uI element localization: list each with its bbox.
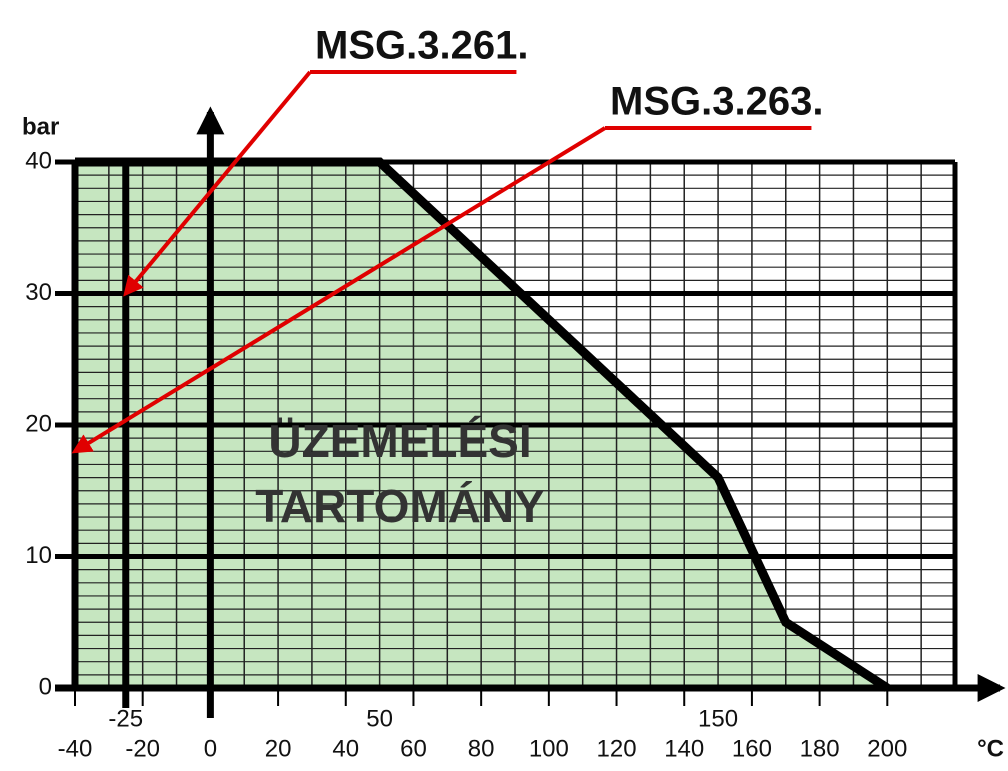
y-tick-label: 30 [25, 279, 52, 306]
x-tick-label: 140 [664, 735, 704, 762]
y-axis-label: bar [22, 113, 59, 140]
x-tick-label: 200 [867, 735, 907, 762]
x-tick-label: 100 [529, 735, 569, 762]
x-tick-label: 20 [265, 735, 292, 762]
boundary-line [75, 157, 890, 692]
x-tick-label: 160 [732, 735, 772, 762]
marked-x-tick-label: 50 [366, 705, 393, 732]
x-tick-label: 60 [400, 735, 427, 762]
x-axis-label: °C [977, 735, 1004, 762]
marked-x-tick-label: 150 [698, 705, 738, 732]
region-label: TARTOMÁNY [255, 480, 545, 532]
annotation-arrow [123, 70, 312, 297]
annotation-arrow [71, 126, 607, 454]
annotation-text: MSG.3.263. [610, 80, 823, 124]
marked-x-tick-label: -25 [108, 705, 143, 732]
y-tick-label: 0 [39, 673, 52, 700]
y-tick-label: 40 [25, 147, 52, 174]
x-tick-label: 0 [204, 735, 217, 762]
y-tick-label: 20 [25, 410, 52, 437]
region-label: ÜZEMELÉSI [268, 415, 531, 467]
x-tick-label: 40 [332, 735, 359, 762]
x-tick-label: 80 [468, 735, 495, 762]
x-tick-label: 120 [597, 735, 637, 762]
y-tick-label: 10 [25, 542, 52, 569]
x-tick-label: 180 [800, 735, 840, 762]
x-tick-label: -20 [125, 735, 160, 762]
x-tick-label: -40 [58, 735, 93, 762]
annotation-text: MSG.3.261. [315, 24, 528, 68]
